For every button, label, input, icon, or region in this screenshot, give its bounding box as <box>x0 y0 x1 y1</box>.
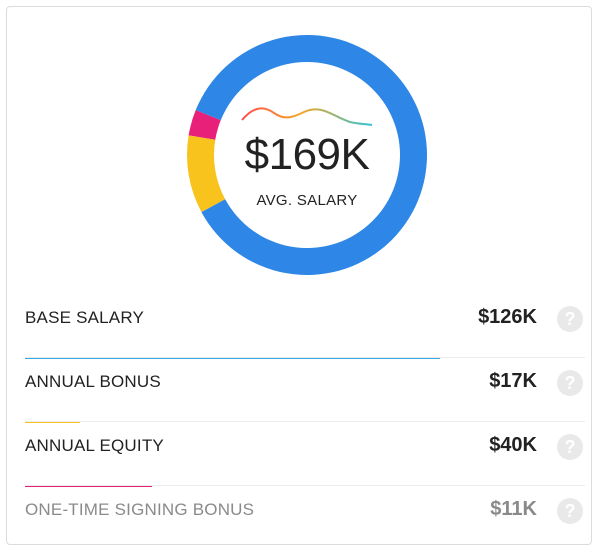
base-salary-label: BASE SALARY <box>25 308 145 327</box>
salary-card: $169K AVG. SALARY BASE SALARY $126K ? AN… <box>6 6 592 545</box>
salary-distribution-curve <box>241 107 373 126</box>
base-salary-value: $126K <box>478 306 537 328</box>
row-annual-bonus: ANNUAL BONUS $17K ? <box>25 358 585 423</box>
row-base-salary: BASE SALARY $126K ? <box>25 294 585 359</box>
question-circle-icon[interactable]: ? <box>557 434 583 460</box>
row-divider <box>25 421 585 422</box>
signing-bonus-label: ONE-TIME SIGNING BONUS <box>25 500 255 519</box>
donut-segments <box>187 34 427 276</box>
signing-bonus-value: $11K <box>490 498 537 520</box>
annual-bonus-label: ANNUAL BONUS <box>25 372 161 391</box>
row-divider <box>25 485 585 486</box>
donut-segment-bonus <box>187 135 226 213</box>
question-circle-icon[interactable]: ? <box>557 306 583 332</box>
salary-donut-chart: $169K AVG. SALARY <box>182 30 432 280</box>
donut-segment-equity <box>188 110 221 140</box>
row-annual-equity: ANNUAL EQUITY $40K ? <box>25 422 585 487</box>
question-circle-icon[interactable]: ? <box>557 370 583 396</box>
row-divider <box>25 357 585 358</box>
donut-svg <box>187 34 427 276</box>
annual-equity-bar <box>25 485 152 487</box>
annual-equity-value: $40K <box>489 434 537 456</box>
row-signing-bonus: ONE-TIME SIGNING BONUS $11K ? <box>25 486 585 550</box>
annual-bonus-value: $17K <box>489 370 537 392</box>
avg-salary-label: AVG. SALARY <box>256 192 358 209</box>
annual-equity-label: ANNUAL EQUITY <box>25 436 164 455</box>
annual-bonus-bar <box>25 421 80 423</box>
avg-salary-amount: $169K <box>244 130 370 179</box>
base-salary-bar <box>25 357 440 359</box>
question-circle-icon[interactable]: ? <box>557 498 583 524</box>
